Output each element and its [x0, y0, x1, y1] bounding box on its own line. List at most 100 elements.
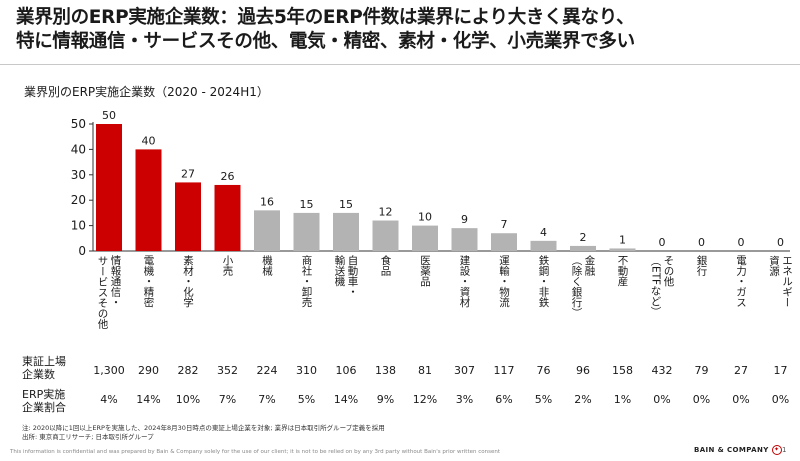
category-label: 銀行 [696, 254, 708, 277]
category-label: 情報通信・サービスその他 [97, 254, 122, 329]
footnote-note: 注: 2020以降に1回以上ERPを実施した、2024年8月30日時点の東証上場… [22, 424, 385, 432]
category-label-line: 資源 [768, 255, 780, 277]
data-label: 2 [580, 231, 587, 244]
listed-count-cell: 307 [454, 364, 475, 377]
bar [609, 248, 636, 251]
data-label: 10 [418, 211, 432, 224]
listed-count-cell: 76 [537, 364, 551, 377]
data-label: 0 [659, 236, 666, 249]
row-label-line: 企業数 [22, 368, 55, 381]
data-label: 15 [339, 198, 353, 211]
category-label-line: （除く銀行） [571, 255, 583, 318]
category-label-line: 金融 [584, 254, 596, 277]
data-label: 27 [181, 167, 195, 180]
data-label: 0 [777, 236, 784, 249]
data-label: 26 [221, 170, 235, 183]
category-label: 自動車・輸送機 [334, 254, 359, 297]
headline-divider [0, 64, 800, 65]
data-label: 0 [738, 236, 745, 249]
category-label-line: 建設・資材 [459, 254, 471, 307]
y-tick-label: 0 [78, 244, 86, 258]
bar [412, 225, 438, 251]
bar [451, 228, 478, 251]
listed-count-cell: 432 [652, 364, 673, 377]
category-label-line: その他 [663, 255, 675, 287]
y-tick-label: 50 [71, 117, 86, 131]
listed-count-cell: 96 [576, 364, 590, 377]
erp-ratio-cell: 1% [614, 393, 631, 406]
category-label: 医薬品 [419, 255, 431, 287]
category-label: 鉄鋼・非鉄 [538, 254, 550, 308]
logo-mark-icon: ✦ [771, 445, 782, 455]
bar [214, 184, 241, 251]
category-label: 小売 [222, 255, 234, 276]
erp-ratio-cell: 0% [772, 393, 789, 406]
category-label-line: 電機・精密 [143, 255, 155, 308]
bar [372, 220, 399, 251]
erp-ratio-cell: 5% [298, 393, 315, 406]
category-label: 金融（除く銀行） [571, 254, 596, 318]
category-label: 食品 [380, 254, 392, 277]
headline-line-2: 特に情報通信・サービスその他、電気・精密、素材・化学、小売業界で多い [16, 31, 635, 52]
category-label-line: エネルギー [781, 255, 793, 308]
bar [175, 182, 201, 251]
confidential-notice: This information is confidential and was… [10, 449, 500, 455]
erp-ratio-cell: 6% [495, 393, 512, 406]
category-label-line: 素材・化学 [182, 254, 194, 307]
listed-count-cell: 352 [217, 364, 238, 377]
erp-ratio-cell: 7% [219, 393, 236, 406]
bar [254, 210, 280, 251]
listed-count-cell: 17 [774, 364, 788, 377]
bar [570, 245, 596, 251]
bar [491, 233, 517, 251]
category-label: 不動産 [617, 255, 629, 287]
bar [293, 212, 320, 251]
erp-ratio-cell: 0% [732, 393, 749, 406]
listed-count-cell: 106 [336, 364, 357, 377]
data-label: 1 [619, 233, 626, 246]
headline-line-1: 業界別のERP実施企業数：過去5年のERP件数は業界により大きく異なり、 [16, 7, 635, 28]
category-label-line: 銀行 [696, 254, 708, 277]
listed-count-cell: 27 [734, 364, 748, 377]
erp-ratio-cell: 14% [334, 393, 358, 406]
listed-count-cell: 1,300 [93, 364, 125, 377]
erp-ratio-cell: 0% [653, 393, 670, 406]
category-label: 素材・化学 [182, 254, 194, 307]
data-label: 4 [540, 226, 547, 239]
category-label-line: 機械 [261, 254, 273, 277]
listed-count-cell: 158 [612, 364, 633, 377]
row-label-erp-ratio: ERP実施 企業割合 [22, 388, 66, 414]
erp-ratio-cell: 0% [693, 393, 710, 406]
category-label: 商社・卸売 [301, 254, 313, 307]
erp-ratio-cell: 2% [574, 393, 591, 406]
category-label: 機械 [261, 254, 273, 277]
category-label: その他（ETFなど） [650, 255, 675, 316]
listed-count-cell: 138 [375, 364, 396, 377]
headline: 業界別のERP実施企業数：過去5年のERP件数は業界により大きく異なり、 特に情… [16, 6, 786, 54]
erp-ratio-cell: 14% [136, 393, 160, 406]
y-tick-label: 40 [71, 142, 86, 156]
erp-ratio-cell: 9% [377, 393, 394, 406]
data-label: 16 [260, 195, 274, 208]
listed-count-cell: 310 [296, 364, 317, 377]
erp-ratio-cell: 5% [535, 393, 552, 406]
category-label-line: 自動車・ [347, 254, 359, 297]
category-label-line: 小売 [222, 255, 234, 276]
category-label-line: 商社・卸売 [301, 254, 313, 307]
bar [96, 124, 122, 251]
bar [135, 149, 162, 251]
chart-title: 業界別のERP実施企業数（2020 - 2024H1） [24, 85, 269, 99]
data-label: 12 [379, 206, 393, 219]
listed-count-cell: 79 [695, 364, 709, 377]
erp-ratio-cell: 12% [413, 393, 437, 406]
y-tick-label: 20 [71, 193, 86, 207]
category-label: 運輸・物流 [498, 255, 510, 308]
row-label-line: 企業割合 [22, 401, 66, 414]
category-label: エネルギー資源 [768, 255, 793, 308]
category-label-line: 医薬品 [419, 255, 431, 287]
listed-count-cell: 290 [138, 364, 159, 377]
category-label: 電機・精密 [143, 255, 155, 308]
category-label-line: 不動産 [617, 255, 629, 287]
category-label: 電力・ガス [735, 255, 747, 308]
